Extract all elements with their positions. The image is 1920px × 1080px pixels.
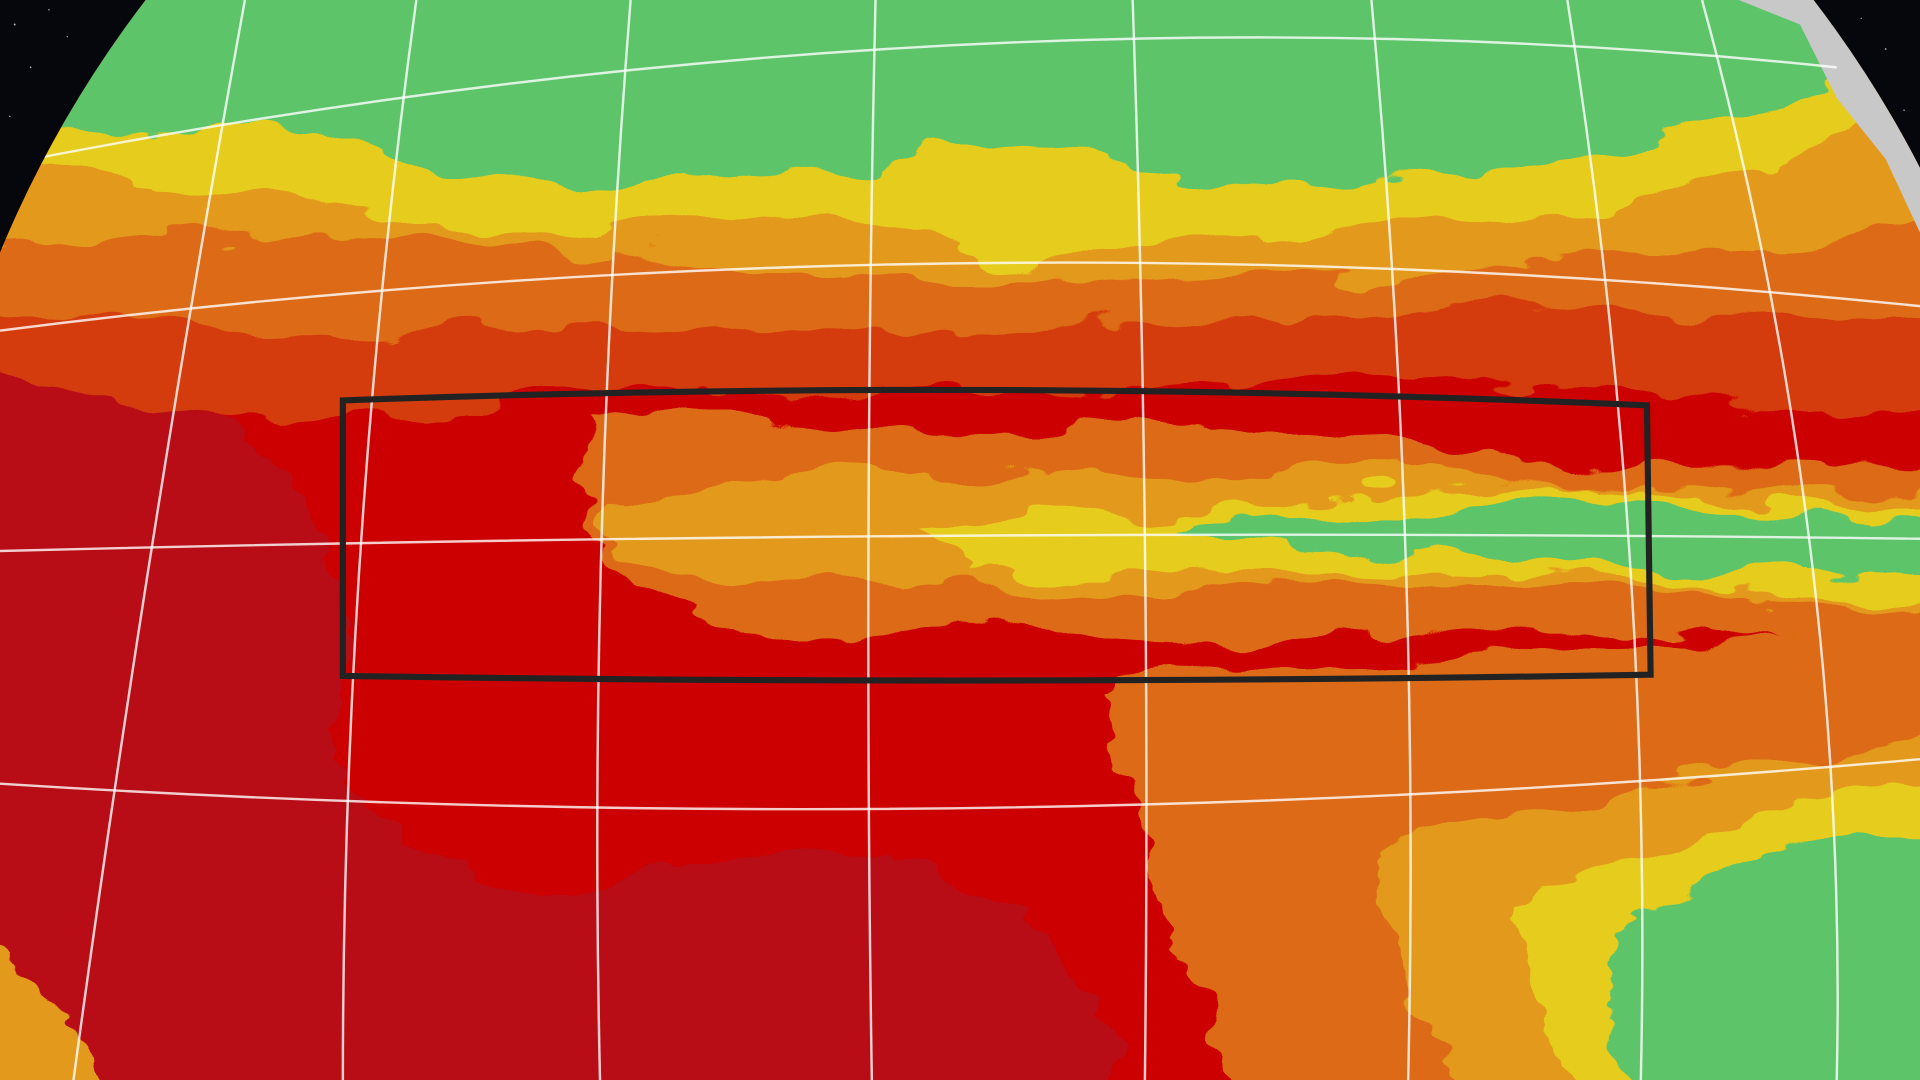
- nino-region-box: [339, 386, 1654, 684]
